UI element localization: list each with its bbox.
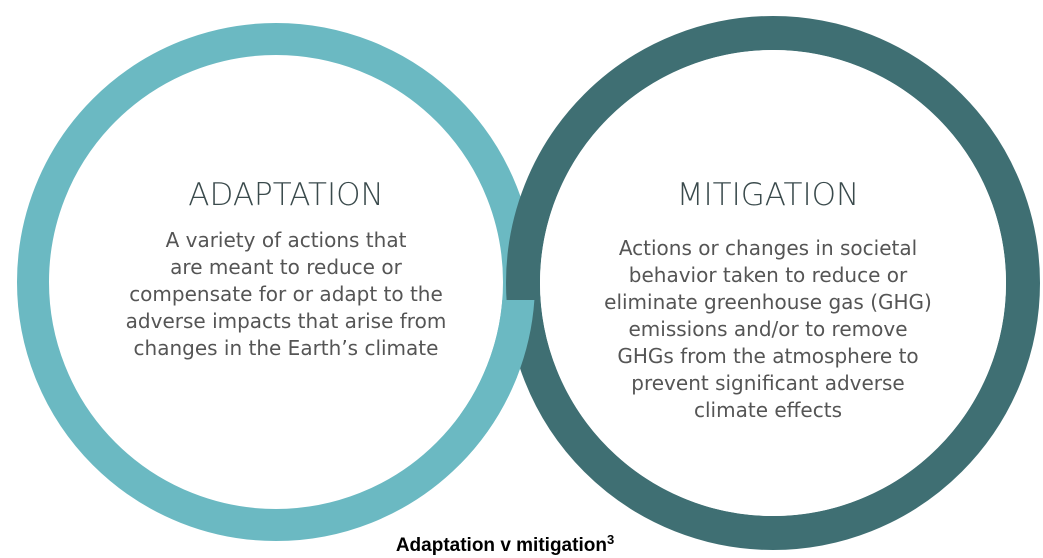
mitigation-line: emissions and/or to remove: [629, 317, 908, 341]
adaptation-line: are meant to reduce or: [170, 255, 402, 279]
mitigation-line: prevent significant adverse: [631, 371, 904, 395]
mitigation-title: MITIGATION: [677, 177, 859, 213]
mitigation-line: climate effects: [694, 398, 842, 422]
mitigation-line: Actions or changes in societal: [619, 236, 917, 260]
adaptation-title: ADAPTATION: [188, 177, 383, 213]
caption-sup: 3: [607, 532, 614, 547]
adaptation-line: A variety of actions that: [166, 228, 407, 252]
mitigation-line: GHGs from the atmosphere to: [617, 344, 918, 368]
mitigation-inner: [540, 50, 1006, 516]
mitigation-line: behavior taken to reduce or: [629, 263, 908, 287]
mitigation-line: eliminate greenhouse gas (GHG): [604, 290, 932, 314]
adaptation-line: compensate for or adapt to the: [129, 282, 443, 306]
adaptation-line: changes in the Earth’s climate: [134, 336, 439, 360]
mitigation-ring: [506, 16, 1040, 550]
caption-text: Adaptation v mitigation: [396, 535, 607, 556]
adaptation-line: adverse impacts that arise from: [126, 309, 447, 333]
caption: Adaptation v mitigation3: [396, 532, 614, 556]
